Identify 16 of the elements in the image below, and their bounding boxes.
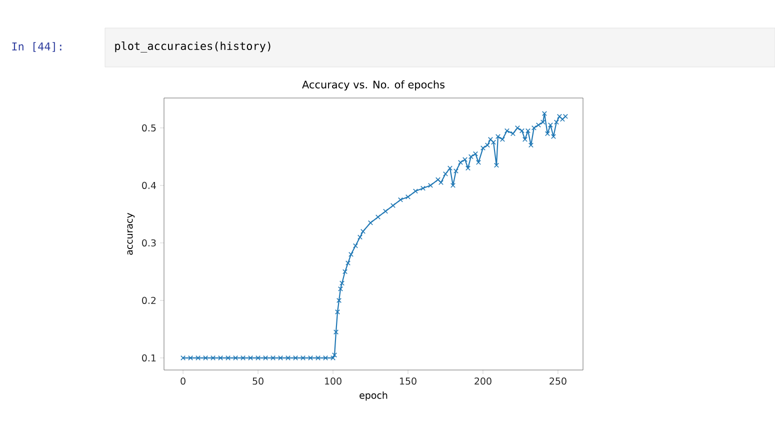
x-tick-label: 50 <box>252 378 264 385</box>
x-tick-label: 250 <box>550 378 566 385</box>
x-tick-label: 0 <box>180 378 186 385</box>
x-tick-label: 150 <box>400 378 416 385</box>
x-tick-label: 100 <box>325 378 342 385</box>
y-tick-label: 0.1 <box>142 354 156 362</box>
x-axis-title: epoch <box>360 392 388 401</box>
y-tick-label: 0.2 <box>142 296 156 304</box>
y-tick-label: 0.5 <box>142 124 156 132</box>
x-tick-label: 200 <box>474 378 492 385</box>
chart-title: Accuracy vs. No. of epochs <box>302 80 445 90</box>
y-tick-label: 0.3 <box>142 239 156 246</box>
text: plot_accuracies(history) <box>115 42 270 52</box>
y-tick-label: 0.4 <box>142 182 156 189</box>
text: In [44]: <box>12 42 62 52</box>
y-axis-title: accuracy <box>127 212 135 255</box>
